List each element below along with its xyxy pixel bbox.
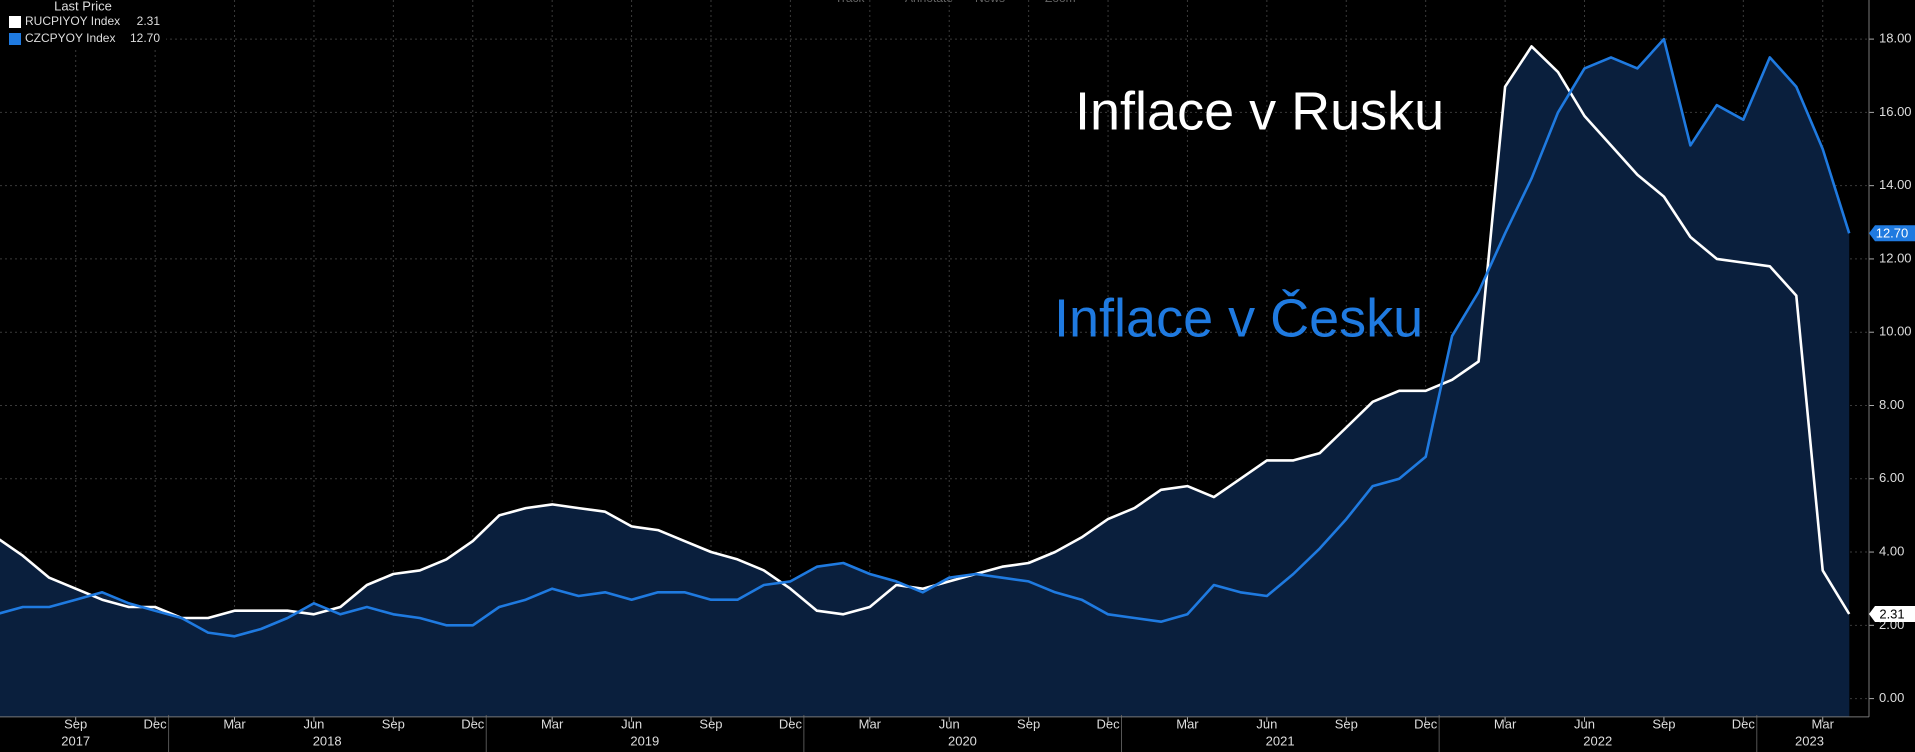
y-tick-label: 10.00	[1879, 324, 1912, 339]
x-tick-label: Mar	[541, 716, 564, 731]
series-line	[0, 37, 1851, 638]
plot-area	[0, 0, 1869, 717]
x-tick-label: Jun	[621, 716, 642, 731]
y-tick-label: 4.00	[1879, 543, 1904, 558]
legend-title: Last Price	[54, 0, 112, 13]
legend-swatch	[9, 33, 21, 45]
y-tick-label: 14.00	[1879, 177, 1912, 192]
toolbar-item: Zoom	[1045, 0, 1076, 5]
legend-label: CZCPYOY Index	[25, 31, 115, 45]
last-price-tag	[1869, 225, 1915, 242]
x-tick-label: Jun	[939, 716, 960, 731]
x-tick-label: Dec	[1096, 716, 1120, 731]
toolbar-item: Track	[835, 0, 866, 5]
y-tick-label: 16.00	[1879, 104, 1912, 119]
x-tick-label: Dec	[461, 716, 485, 731]
y-tick-label: 6.00	[1879, 470, 1904, 485]
y-tick-label: 0.00	[1879, 690, 1904, 705]
x-tick-label: Jun	[1574, 716, 1595, 731]
x-tick-label: Sep	[1335, 716, 1358, 731]
series-line	[0, 45, 1851, 620]
legend-value: 2.31	[137, 14, 161, 28]
x-tick-label: Dec	[1732, 716, 1756, 731]
x-tick-label: Dec	[144, 716, 168, 731]
x-year-label: 2021	[1266, 733, 1295, 748]
last-price-label: 12.70	[1876, 226, 1909, 241]
x-tick-label: Mar	[1494, 716, 1517, 731]
y-tick-label: 18.00	[1879, 31, 1912, 46]
x-tick-label: Dec	[1414, 716, 1438, 731]
x-tick-label: Mar	[1176, 716, 1199, 731]
legend-swatch	[9, 16, 21, 28]
x-tick-label: Sep	[1017, 716, 1040, 731]
x-tick-label: Mar	[1812, 716, 1835, 731]
legend-value: 12.70	[130, 31, 160, 45]
annotation: Inflace v Česku	[1054, 288, 1423, 348]
x-tick-label: Sep	[699, 716, 722, 731]
x-tick-label: Mar	[223, 716, 246, 731]
last-price-label: 2.31	[1879, 606, 1904, 621]
x-tick-label: Sep	[64, 716, 87, 731]
x-tick-label: Mar	[859, 716, 882, 731]
x-tick-label: Sep	[1652, 716, 1675, 731]
x-tick-label: Dec	[779, 716, 803, 731]
annotation: Inflace v Rusku	[1075, 81, 1444, 141]
x-year-label: 2018	[313, 733, 342, 748]
x-tick-label: Jun	[303, 716, 324, 731]
legend-box	[0, 0, 166, 50]
y-tick-label: 12.00	[1879, 250, 1912, 265]
series-area	[0, 39, 1850, 717]
legend-label: RUCPIYOY Index	[25, 14, 120, 28]
x-year-label: 2023	[1795, 733, 1824, 748]
x-tick-label: Sep	[382, 716, 405, 731]
last-price-tag	[1869, 605, 1915, 622]
x-tick-label: Jun	[1256, 716, 1277, 731]
y-tick-label: 8.00	[1879, 397, 1904, 412]
x-year-label: 2020	[948, 733, 977, 748]
toolbar-item: Annotate	[905, 0, 953, 5]
x-year-label: 2019	[630, 733, 659, 748]
toolbar-item: News	[975, 0, 1005, 5]
x-year-label: 2022	[1583, 733, 1612, 748]
x-year-label: 2017	[61, 733, 90, 748]
